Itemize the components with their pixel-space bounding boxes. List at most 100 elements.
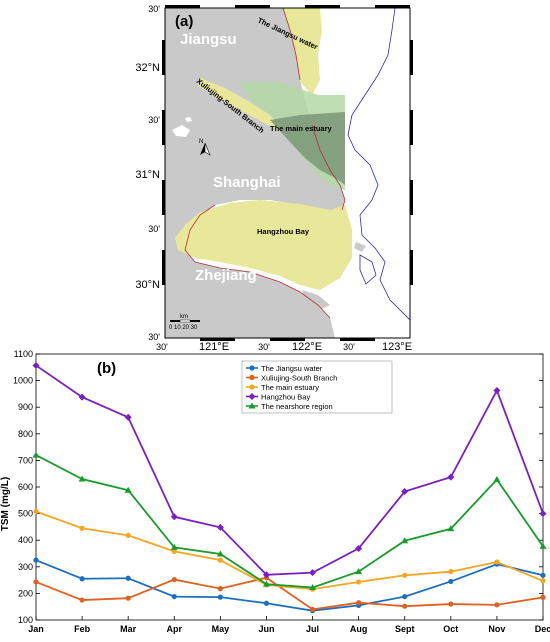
lake-shape [185, 117, 192, 122]
y-tick-label: 800 [18, 429, 33, 439]
scale-ticks-label: 0 10 20 30 [169, 325, 198, 331]
data-point [494, 559, 500, 565]
series-group [32, 361, 547, 579]
series-group [33, 575, 546, 612]
data-point [32, 361, 40, 369]
data-point [216, 550, 224, 557]
scale-bar [170, 319, 200, 323]
lon-tick-label: 30' [343, 342, 355, 352]
lat-tick-label: 30' [148, 224, 160, 234]
y-tick-label: 600 [18, 482, 33, 492]
x-tick-label: Jul [306, 624, 319, 634]
x-tick-label: Jan [28, 624, 44, 634]
series-line [35, 510, 544, 591]
series-line [35, 559, 544, 612]
data-point [355, 544, 363, 552]
data-point [309, 606, 316, 612]
data-point [262, 571, 270, 579]
data-point [33, 508, 39, 515]
x-tick-label: May [212, 624, 230, 634]
chart-series [32, 361, 547, 614]
data-point [217, 586, 223, 592]
coastline [184, 8, 346, 319]
legend-box [241, 360, 393, 414]
lon-tick-label: 123°E [382, 341, 412, 352]
data-point [79, 597, 85, 603]
data-point [309, 584, 317, 591]
data-point [401, 488, 409, 496]
data-point [78, 393, 86, 401]
data-point [493, 386, 501, 394]
x-tick-label: Apr [167, 624, 183, 634]
x-tick-label: Feb [74, 624, 91, 634]
data-point [33, 579, 39, 585]
data-point [448, 578, 454, 585]
hangzhou-bay-label: Hangzhou Bay [257, 227, 310, 236]
data-point [309, 569, 317, 577]
data-point [79, 525, 85, 531]
lat-tick-label: 31°N [135, 169, 160, 181]
y-tick-label: 500 [18, 509, 33, 519]
hangzhou-bay-region [175, 200, 352, 290]
data-point [540, 578, 546, 584]
lon-tick-label: 121°E [199, 341, 229, 352]
legend-marker [248, 402, 256, 409]
y-tick-label: 1100 [14, 349, 33, 359]
data-point [402, 603, 408, 609]
lon-tick-label: 30' [156, 342, 168, 352]
y-tick-label: 700 [18, 455, 33, 465]
legend-marker [249, 365, 255, 371]
x-tick-label: Aug [350, 624, 368, 634]
island-shape [302, 290, 330, 310]
data-point [79, 576, 85, 582]
lat-tick-label: 32°N [135, 62, 160, 74]
series-line [35, 364, 544, 576]
data-point [125, 575, 131, 581]
zhejiang-label: Zhejiang [195, 267, 257, 284]
data-point [171, 548, 177, 554]
data-point [170, 543, 178, 550]
data-point [171, 593, 177, 600]
series-line [35, 576, 544, 611]
lat-tick-label: 30' [148, 332, 160, 342]
north-arrow-icon [200, 142, 211, 156]
data-point [263, 600, 270, 606]
main-estuary-region [270, 112, 345, 185]
lake-shape [172, 125, 190, 137]
data-point [540, 572, 546, 578]
y-tick-label: 900 [18, 402, 33, 412]
y-tick-label: 300 [18, 562, 33, 572]
y-tick-label: 100 [18, 615, 33, 625]
data-point [494, 602, 500, 608]
data-point [78, 475, 86, 482]
jiangsu-water-region [283, 8, 322, 95]
jiangsu-label: Jiangsu [180, 31, 237, 48]
panel-label-a: (a) [175, 13, 193, 30]
legend-marker [249, 384, 255, 390]
data-point [401, 537, 409, 544]
series-line [35, 454, 544, 589]
isobath-line [347, 8, 410, 321]
data-point [171, 576, 177, 583]
y-tick-label: 1000 [13, 376, 33, 386]
legend-label: Hangzhou Bay [261, 392, 310, 401]
map-frame-ticks [162, 5, 413, 341]
legend-marker [248, 393, 256, 400]
data-point [356, 600, 362, 606]
island-shape [354, 242, 366, 252]
xuliujing-region [198, 78, 285, 132]
lon-tick-label: 122°E [292, 341, 322, 352]
lon-tick-label: 30' [258, 342, 270, 352]
data-point [402, 593, 408, 600]
data-point [539, 542, 547, 549]
legend-label: The nearshore region [261, 402, 333, 411]
legend-label: The main estuary [261, 383, 319, 392]
data-point [448, 568, 454, 575]
data-point [493, 476, 501, 483]
x-tick-label: Mar [120, 624, 137, 634]
y-tick-label: 400 [18, 535, 33, 545]
data-point [356, 579, 362, 585]
chart-ticks: 100 200 300 400 500 600 700 800 900 1000 1100 Jan Fe… [13, 349, 550, 634]
x-tick-label: Jun [258, 624, 274, 634]
